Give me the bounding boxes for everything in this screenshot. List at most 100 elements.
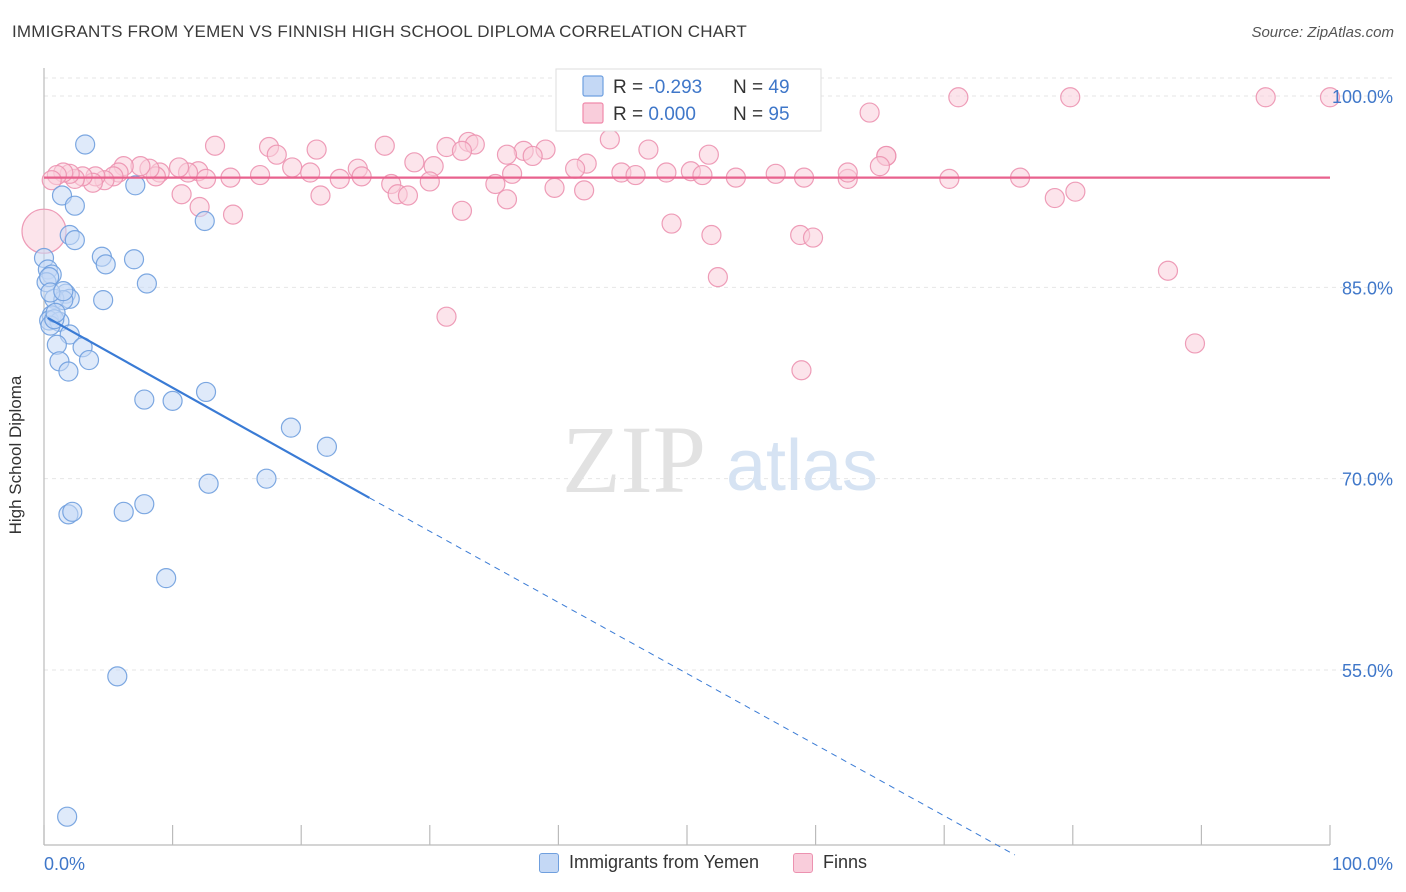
y-tick-label: 85.0% — [1342, 278, 1393, 298]
point-finns — [496, 144, 518, 165]
point-finns — [544, 177, 565, 198]
point-finns — [692, 164, 713, 186]
point-finns — [565, 158, 586, 179]
point-finns — [496, 189, 518, 210]
point-yemen — [75, 134, 96, 155]
point-finns — [1157, 260, 1179, 281]
point-yemen — [280, 417, 302, 438]
trend-line-yemen-extrapolated — [369, 497, 1016, 856]
point-finns — [574, 180, 595, 201]
tick-labels: 100.0% 85.0% 70.0% 55.0% 0.0% 100.0% — [44, 87, 1393, 874]
point-finns — [404, 152, 425, 173]
point-finns — [249, 164, 271, 186]
point-finns — [869, 156, 891, 177]
point-finns — [374, 135, 395, 156]
legend-item-finns: Finns — [793, 852, 867, 873]
y-tick-label: 55.0% — [1342, 661, 1393, 681]
point-finns — [948, 87, 969, 108]
point-finns — [419, 171, 440, 192]
point-finns — [204, 135, 226, 156]
legend-label-yemen: Immigrants from Yemen — [568, 852, 760, 872]
point-finns — [1255, 87, 1276, 108]
x-tick-label: 0.0% — [44, 854, 85, 874]
point-finns — [41, 170, 62, 191]
point-yemen — [134, 389, 155, 410]
source-label: Source: ZipAtlas.com — [1251, 24, 1394, 41]
point-finns — [282, 157, 303, 178]
point-yemen — [156, 568, 177, 589]
point-yemen — [107, 666, 128, 687]
legend-box: R = -0.293 N = 49 R = 0.000 N = 95 — [555, 68, 822, 132]
legend-swatch-finns — [793, 852, 814, 873]
point-finns — [1060, 87, 1081, 108]
point-yemen — [64, 230, 85, 251]
point-yemen — [46, 334, 67, 355]
point-finns — [21, 208, 67, 254]
point-finns — [701, 224, 722, 246]
point-finns — [171, 184, 192, 205]
point-finns — [1044, 187, 1065, 209]
point-yemen — [113, 501, 134, 522]
point-finns — [451, 140, 473, 161]
point-yemen — [194, 210, 215, 232]
point-finns — [222, 204, 244, 225]
point-finns — [1184, 333, 1206, 354]
point-finns — [502, 163, 523, 184]
legend-box-row: R = 0.000 N = 95 — [613, 104, 790, 125]
y-tick-label: 70.0% — [1342, 470, 1393, 490]
point-finns — [707, 267, 728, 288]
point-yemen — [123, 249, 145, 270]
legend-label-finns: Finns — [823, 852, 868, 872]
point-finns — [485, 173, 506, 195]
point-yemen — [78, 349, 100, 371]
point-finns — [638, 139, 659, 160]
legend-box-swatch — [582, 75, 604, 97]
point-finns — [1319, 87, 1341, 108]
point-finns — [661, 213, 682, 234]
point-yemen — [57, 806, 78, 827]
watermark-atlas: atlas — [726, 426, 878, 506]
series-finns — [21, 87, 1341, 381]
y-tick-label: 100.0% — [1332, 87, 1393, 107]
point-finns — [522, 145, 543, 167]
point-finns — [656, 162, 677, 183]
point-finns — [802, 227, 824, 248]
point-yemen — [162, 390, 183, 411]
point-finns — [397, 185, 419, 206]
trend-lines — [44, 176, 1330, 856]
point-finns — [765, 163, 786, 184]
point-yemen — [316, 436, 338, 457]
point-finns — [351, 166, 372, 187]
legend-box-row: R = -0.293 N = 49 — [613, 77, 790, 98]
x-tick-label: 100.0% — [1332, 854, 1393, 874]
point-yemen — [58, 361, 79, 382]
axes — [43, 68, 1331, 846]
point-finns — [329, 168, 350, 190]
point-yemen — [62, 501, 83, 522]
point-finns — [310, 185, 331, 206]
point-yemen — [53, 281, 74, 302]
watermark: ZIP atlas — [562, 406, 878, 513]
point-finns — [859, 102, 880, 123]
series-immigrants-from-yemen — [33, 134, 338, 827]
bottom-legend: Immigrants from Yemen Finns — [0, 852, 1406, 873]
legend-swatch-yemen — [538, 852, 559, 873]
legend-item-yemen: Immigrants from Yemen — [538, 852, 760, 873]
point-finns — [939, 168, 960, 190]
point-yemen — [125, 175, 146, 196]
point-finns — [266, 144, 287, 165]
point-finns — [625, 164, 646, 186]
point-yemen — [93, 289, 114, 311]
legend-box-swatch — [582, 102, 604, 124]
point-yemen — [136, 273, 157, 294]
point-yemen — [256, 468, 277, 489]
point-finns — [837, 162, 858, 183]
chart-title: IMMIGRANTS FROM YEMEN VS FINNISH HIGH SC… — [12, 22, 748, 41]
point-finns — [1065, 181, 1086, 202]
point-finns — [300, 162, 321, 183]
point-finns — [791, 360, 812, 381]
point-finns — [451, 200, 473, 221]
point-yemen — [198, 473, 219, 494]
point-finns — [306, 139, 327, 160]
